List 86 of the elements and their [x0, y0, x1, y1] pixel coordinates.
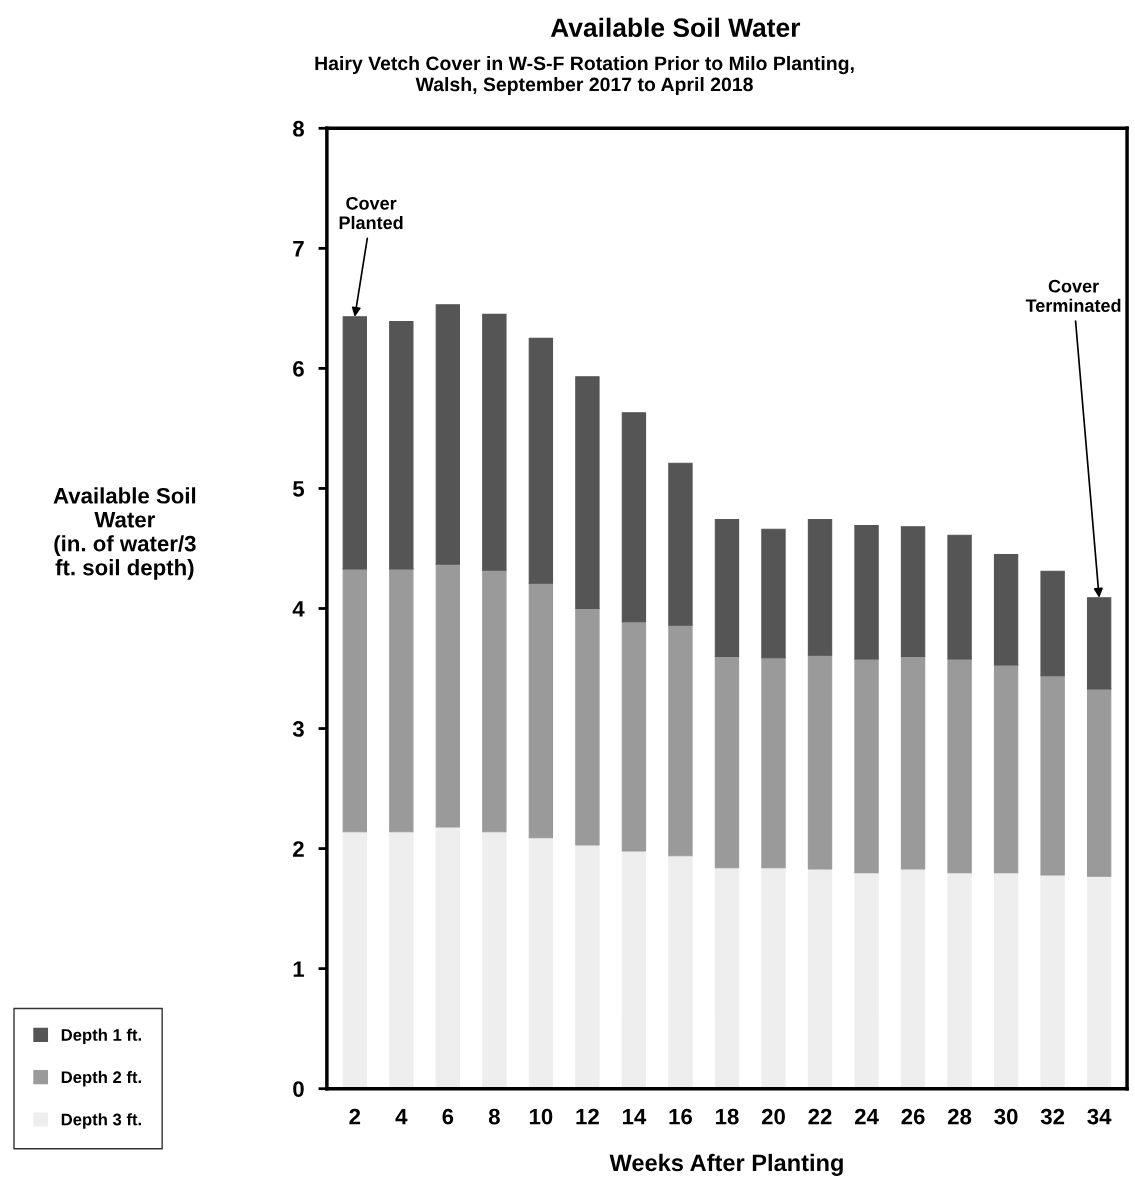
bar	[435, 826, 461, 1089]
x-tick-label: 26	[901, 1108, 925, 1125]
bar	[528, 582, 554, 839]
bar	[1040, 570, 1065, 677]
bar	[761, 528, 786, 659]
bar	[900, 526, 926, 658]
bar	[668, 462, 693, 626]
bar	[714, 519, 740, 658]
bar	[947, 658, 972, 874]
x-tick-label: 4	[395, 1108, 408, 1125]
bar	[900, 655, 926, 870]
x-axis-title: Weeks After Planting	[609, 1153, 843, 1176]
bar	[714, 867, 740, 1089]
y-tick-label: 4	[292, 601, 305, 617]
x-tick-label: 6	[442, 1108, 454, 1125]
bar	[1040, 874, 1065, 1089]
bar	[621, 621, 647, 852]
bar	[993, 553, 1019, 666]
bar	[807, 654, 833, 870]
bar	[435, 304, 461, 565]
x-tick-label: 2	[349, 1108, 361, 1125]
x-tick-label: 10	[529, 1108, 553, 1125]
bar	[621, 412, 647, 623]
bar	[947, 534, 972, 660]
bar	[993, 872, 1019, 1089]
bar	[900, 868, 926, 1089]
annotation: Cover Terminated	[1025, 279, 1121, 312]
bar	[528, 837, 554, 1089]
chart-subtitle: Hairy Vetch Cover in W-S-F Rotation Prior to Milo Planting, Walsh, September 2017 to April 2018	[315, 55, 854, 96]
bar	[1086, 597, 1112, 690]
x-tick-label: 32	[1040, 1108, 1065, 1125]
chart-title: Available Soil Water	[550, 17, 801, 38]
bar	[947, 872, 972, 1089]
y-tick-label: 2	[293, 841, 304, 857]
bar	[1040, 675, 1065, 876]
x-tick-label: 30	[994, 1108, 1018, 1125]
y-tick-label: 0	[293, 1081, 304, 1097]
y-tick-label: 8	[293, 120, 304, 137]
bar	[761, 657, 786, 869]
y-tick-label: 3	[292, 721, 304, 737]
x-tick-label: 16	[669, 1108, 692, 1125]
bar	[714, 655, 740, 869]
bar	[342, 316, 367, 570]
bar	[575, 607, 600, 846]
legend-label: Depth 1 ft.	[61, 1028, 142, 1045]
bar	[807, 868, 833, 1089]
bar	[389, 831, 414, 1089]
bar	[621, 850, 647, 1089]
legend-label: Depth 2 ft.	[61, 1070, 142, 1087]
bar	[993, 664, 1019, 874]
bar	[482, 313, 507, 571]
bar	[482, 831, 507, 1089]
bar	[1086, 875, 1112, 1089]
x-tick-label: 12	[576, 1108, 599, 1125]
bar	[575, 376, 600, 610]
x-tick-label: 22	[808, 1108, 832, 1125]
legend-label: Depth 3 ft.	[61, 1113, 142, 1129]
bar	[389, 321, 414, 570]
bar	[389, 568, 414, 833]
x-tick-label: 14	[622, 1108, 647, 1125]
x-tick-label: 8	[488, 1108, 500, 1125]
bar	[575, 844, 600, 1089]
x-tick-label: 28	[947, 1108, 972, 1125]
bar	[528, 337, 554, 584]
y-tick-label: 7	[293, 241, 304, 257]
bar	[761, 867, 786, 1089]
y-tick-label: 5	[292, 481, 305, 497]
x-tick-label: 20	[761, 1108, 785, 1125]
bar	[807, 519, 833, 656]
bar	[854, 525, 879, 660]
y-tick-label: 1	[293, 961, 305, 977]
bar	[668, 855, 693, 1089]
bar	[482, 569, 507, 833]
bar	[854, 658, 879, 874]
bar	[342, 831, 367, 1089]
x-tick-label: 24	[854, 1108, 879, 1125]
x-tick-label: 18	[716, 1108, 739, 1125]
bar	[342, 568, 367, 833]
bar	[435, 563, 461, 828]
bar	[854, 872, 879, 1089]
bar	[1086, 688, 1112, 877]
y-axis-title: Available Soil Water (in. of water/3 ft. soil depth)	[53, 487, 196, 580]
bar	[668, 624, 693, 857]
annotation: Cover Planted	[339, 196, 403, 230]
y-tick-label: 6	[293, 360, 304, 377]
x-tick-label: 34	[1087, 1108, 1112, 1125]
